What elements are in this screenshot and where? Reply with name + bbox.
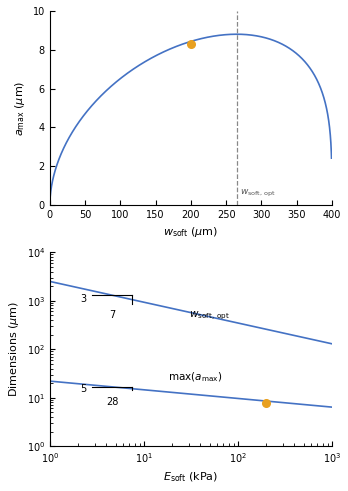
Text: $\mathrm{max}(a_{\mathrm{max}})$: $\mathrm{max}(a_{\mathrm{max}})$: [168, 371, 222, 384]
X-axis label: $E_{\mathrm{soft}}$ (kPa): $E_{\mathrm{soft}}$ (kPa): [163, 470, 219, 484]
Y-axis label: $a_{\mathrm{max}}$ ($\mu$m): $a_{\mathrm{max}}$ ($\mu$m): [13, 81, 27, 136]
Text: 28: 28: [106, 397, 118, 407]
Text: $w_{\mathrm{soft,\,opt}}$: $w_{\mathrm{soft,\,opt}}$: [189, 310, 229, 323]
Text: 5: 5: [80, 383, 87, 394]
X-axis label: $w_{\mathrm{soft}}$ ($\mu$m): $w_{\mathrm{soft}}$ ($\mu$m): [163, 225, 219, 240]
Y-axis label: Dimensions ($\mu$m): Dimensions ($\mu$m): [7, 301, 21, 397]
Text: 7: 7: [109, 310, 115, 320]
Text: $w_{\mathrm{soft,\,opt}}$: $w_{\mathrm{soft,\,opt}}$: [239, 188, 275, 199]
Text: 3: 3: [80, 294, 87, 304]
